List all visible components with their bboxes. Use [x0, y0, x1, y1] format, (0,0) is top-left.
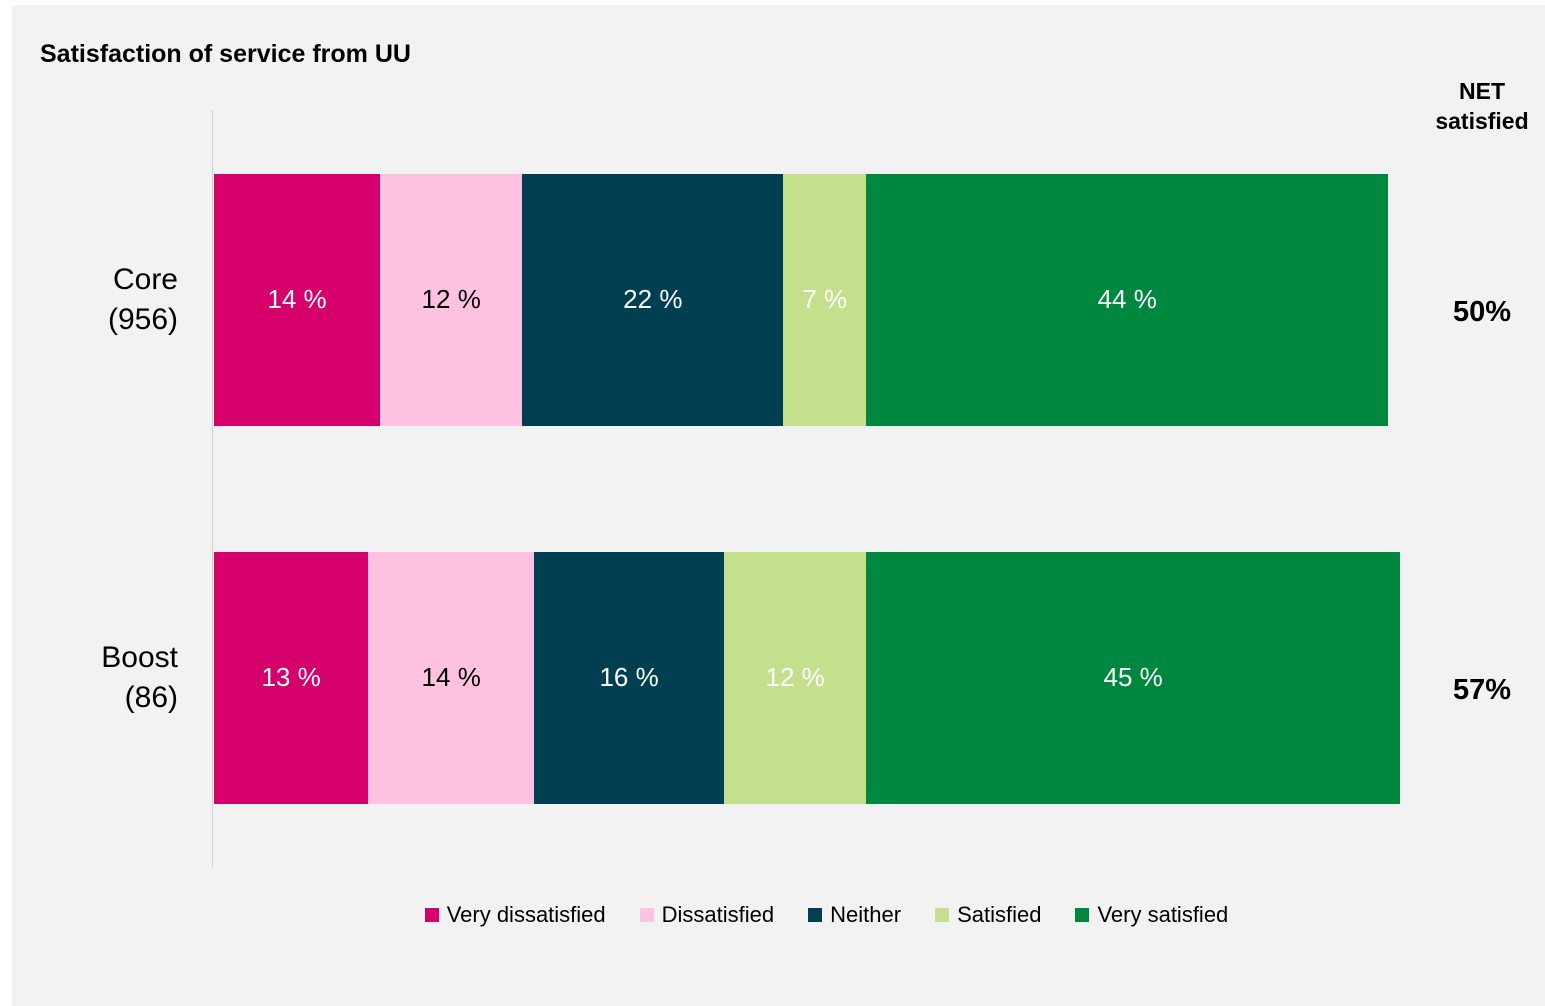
legend-item: Very dissatisfied	[424, 902, 606, 928]
data-label: 16 %	[599, 662, 659, 692]
data-label: 14 %	[267, 284, 327, 314]
data-label: 12 %	[765, 662, 825, 692]
bar-segment: 22 %	[522, 174, 784, 426]
data-label: 7 %	[802, 284, 848, 314]
legend: Very dissatisfied Dissatisfied Neither Sati…	[0, 902, 1545, 928]
legend-item: Satisfied	[935, 902, 1041, 928]
legend-swatch	[639, 908, 654, 922]
legend-label: Neither	[830, 902, 902, 927]
bar-segment: 7 %	[783, 174, 867, 426]
bar-segment: 44 %	[866, 174, 1389, 426]
bar-segment: 13 %	[214, 552, 369, 804]
chart-title: Satisfaction of service from UU	[40, 40, 411, 68]
legend-label: Very satisfied	[1097, 902, 1229, 927]
data-label: 13 %	[261, 662, 321, 692]
legend-swatch	[1075, 908, 1090, 922]
legend-item: Very satisfied	[1075, 902, 1228, 928]
legend-label: Dissatisfied	[661, 902, 775, 927]
legend-item: Neither	[808, 902, 901, 928]
bar-segment: 45 %	[866, 552, 1400, 804]
legend-item: Dissatisfied	[639, 902, 775, 928]
category-axis	[212, 110, 213, 868]
data-label: 22 %	[623, 284, 683, 314]
net-title: NET satisfied	[1435, 78, 1529, 134]
legend-swatch	[808, 908, 823, 922]
legend-label: Satisfied	[957, 902, 1042, 927]
bar-segment: 14 %	[214, 174, 381, 426]
legend-label: Very dissatisfied	[446, 902, 606, 927]
net-value: 50%	[1452, 296, 1512, 328]
data-label: 14 %	[421, 662, 481, 692]
bar-segment: 16 %	[534, 552, 724, 804]
category-label: Boost (86)	[101, 641, 178, 714]
data-label: 45 %	[1103, 662, 1163, 692]
bar-segment: 14 %	[368, 552, 535, 804]
bar-segment: 12 %	[380, 174, 523, 426]
legend-swatch	[424, 908, 439, 922]
category-label: Core (956)	[107, 263, 178, 336]
legend-swatch	[935, 908, 950, 922]
data-label: 12 %	[421, 284, 481, 314]
bar-segment: 12 %	[723, 552, 867, 804]
net-value: 57%	[1452, 674, 1512, 706]
data-label: 44 %	[1097, 284, 1157, 314]
chart-panel	[12, 5, 1545, 1006]
